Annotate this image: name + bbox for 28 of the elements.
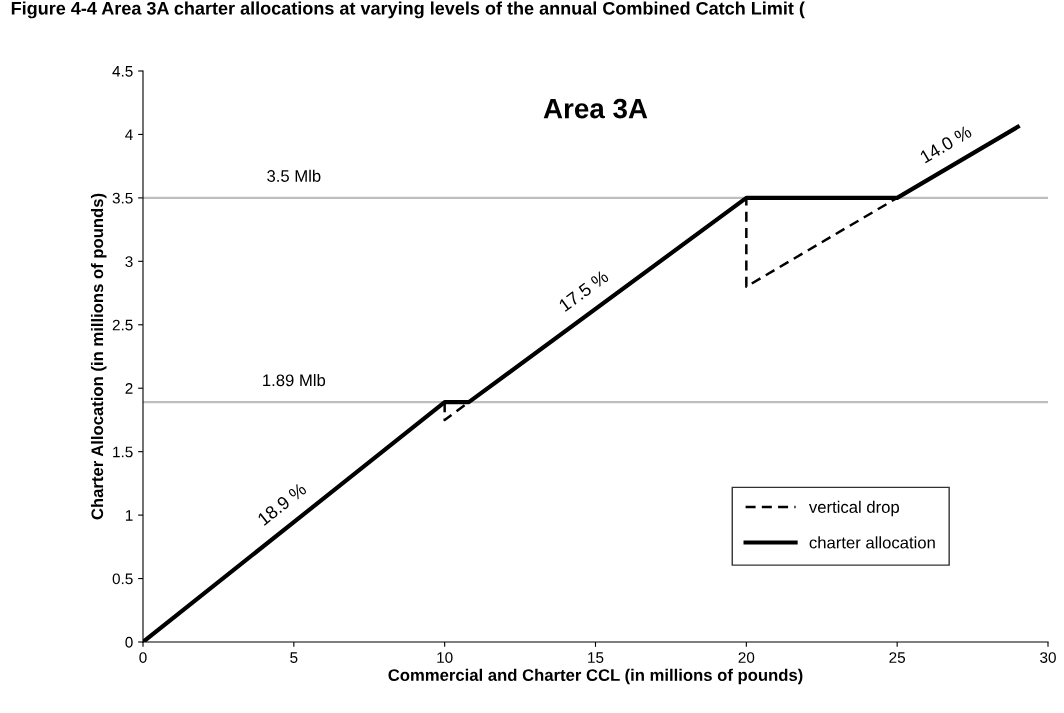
ref-line-label: 1.89 Mlb [263, 373, 326, 387]
annotation: 14.0 % [919, 124, 973, 164]
y-tick-label: 1 [125, 510, 133, 521]
y-axis-title: Charter Allocation (in millions of pounds) [90, 193, 107, 520]
legend-label: vertical drop [808, 500, 899, 517]
text: Area 3A [543, 98, 648, 119]
y-tick-label: 2.5 [112, 319, 133, 331]
annotation: 18.9 % [256, 482, 308, 526]
y-tick-label: 1.5 [113, 446, 133, 458]
x-tick-label: 15 [588, 652, 604, 663]
y-tick-label: 2 [125, 383, 133, 394]
y-tick-label: 4.5 [112, 66, 133, 77]
x-tick-label: 5 [290, 652, 298, 663]
y-tick-label: 3 [125, 256, 133, 268]
y-tick-label: 0 [125, 636, 133, 648]
y-tick-label: 0.5 [112, 573, 133, 585]
chart-title: Figure 4-4 Area 3A charter allocations at varying levels of the annual Combined Catch Limit ( [11, 1, 805, 19]
x-tick-label: 0 [139, 652, 147, 663]
x-tick-label: 10 [437, 652, 453, 663]
annotation: 17.5 % [558, 269, 610, 312]
x-tick-label: 25 [889, 652, 906, 663]
legend-label: charter allocation [809, 536, 935, 549]
x-axis-title: Commercial and Charter CCL (in millions of pounds) [388, 668, 803, 685]
x-tick-label: 20 [738, 652, 755, 663]
y-tick-label: 3.5 [112, 192, 133, 204]
ref-line-label: 3.5 Mlb [267, 169, 321, 182]
x-tick-label: 30 [1040, 652, 1056, 663]
y-tick-label: 4 [125, 129, 133, 140]
